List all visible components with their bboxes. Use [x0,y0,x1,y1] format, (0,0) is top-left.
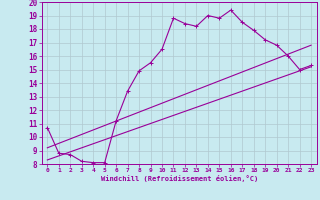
X-axis label: Windchill (Refroidissement éolien,°C): Windchill (Refroidissement éolien,°C) [100,175,258,182]
